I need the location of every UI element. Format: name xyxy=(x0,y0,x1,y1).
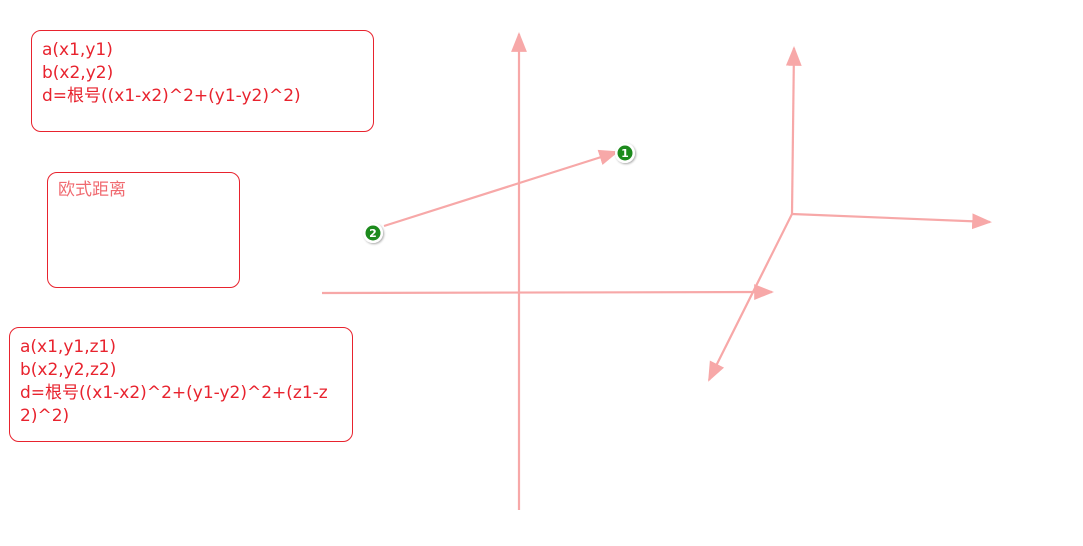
x-axis-2d xyxy=(321,284,774,300)
distance-vector xyxy=(383,149,619,228)
point-b-3d: b(x2,y2,z2) xyxy=(20,360,117,380)
axes-3d xyxy=(708,46,992,382)
point-a-2d: a(x1,y1) xyxy=(42,40,113,60)
euclidean-distance-label: 欧式距离 xyxy=(58,180,126,200)
x-axis-3d xyxy=(791,212,992,230)
point-marker-1: 1 xyxy=(615,143,635,163)
point-marker-2: 2 xyxy=(363,223,383,243)
point-marker-1-label: 1 xyxy=(621,147,629,160)
axes-2d xyxy=(321,32,774,510)
z-axis-3d xyxy=(785,46,802,215)
formula-2d-note: a(x1,y1) b(x2,y2) d=根号((x1-x2)^2+(y1-y2)… xyxy=(31,30,374,132)
euclidean-distance-label-note: 欧式距离 xyxy=(47,172,240,288)
y-axis-3d xyxy=(708,213,793,382)
point-marker-2-label: 2 xyxy=(369,227,377,240)
distance-formula-3d: d=根号((x1-x2)^2+(y1-y2)^2+(z1-z2)^2) xyxy=(20,383,328,426)
distance-formula-2d: d=根号((x1-x2)^2+(y1-y2)^2) xyxy=(42,86,301,106)
point-b-2d: b(x2,y2) xyxy=(42,63,114,83)
point-a-3d: a(x1,y1,z1) xyxy=(20,337,116,357)
formula-3d-note: a(x1,y1,z1) b(x2,y2,z2) d=根号((x1-x2)^2+(… xyxy=(9,327,353,442)
